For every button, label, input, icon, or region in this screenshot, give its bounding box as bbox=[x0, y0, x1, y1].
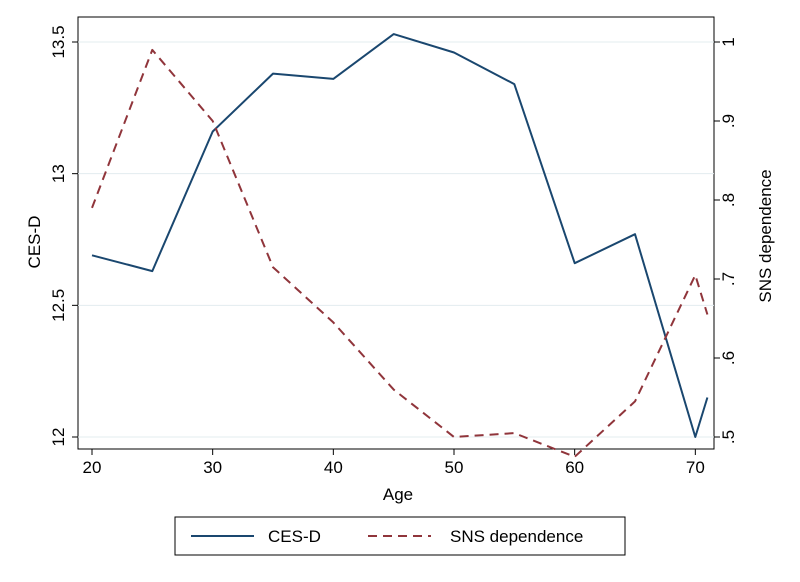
y-left-tick-label: 12.5 bbox=[49, 289, 68, 322]
x-tick-label: 50 bbox=[445, 458, 464, 477]
series-line-sns-dependence bbox=[91, 48, 709, 458]
y-left-tick-label: 13 bbox=[49, 164, 68, 183]
y-right-tick-label: .5 bbox=[719, 430, 738, 444]
x-tick-label: 20 bbox=[83, 458, 102, 477]
x-tick-label: 60 bbox=[565, 458, 584, 477]
x-axis: 20 30 40 50 60 70 bbox=[83, 449, 705, 477]
x-tick-label: 70 bbox=[686, 458, 705, 477]
x-axis-title: Age bbox=[383, 485, 413, 504]
y-right-tick-label: .6 bbox=[719, 351, 738, 365]
y-axis-right: .5 .6 .7 .8 .9 1 bbox=[714, 37, 738, 444]
y-axis-right-title: SNS dependence bbox=[756, 169, 775, 302]
legend-label-ces-d: CES-D bbox=[268, 527, 321, 546]
plot-frame bbox=[77, 16, 715, 450]
y-axis-left-title: CES-D bbox=[25, 216, 44, 269]
series-line-ces-d bbox=[91, 33, 709, 438]
y-right-tick-label: .8 bbox=[719, 193, 738, 207]
y-left-tick-label: 13.5 bbox=[49, 25, 68, 58]
gridlines bbox=[78, 41, 714, 438]
x-tick-label: 40 bbox=[324, 458, 343, 477]
y-right-tick-label: 1 bbox=[719, 37, 738, 46]
y-right-tick-label: .7 bbox=[719, 272, 738, 286]
series-layer bbox=[91, 33, 709, 458]
legend: CES-D SNS dependence bbox=[174, 516, 626, 556]
y-axis-left: 12 12.5 13 13.5 bbox=[49, 25, 78, 446]
x-tick-label: 30 bbox=[203, 458, 222, 477]
y-right-tick-label: .9 bbox=[719, 114, 738, 128]
legend-label-sns-dependence: SNS dependence bbox=[450, 527, 583, 546]
y-left-tick-label: 12 bbox=[49, 428, 68, 447]
